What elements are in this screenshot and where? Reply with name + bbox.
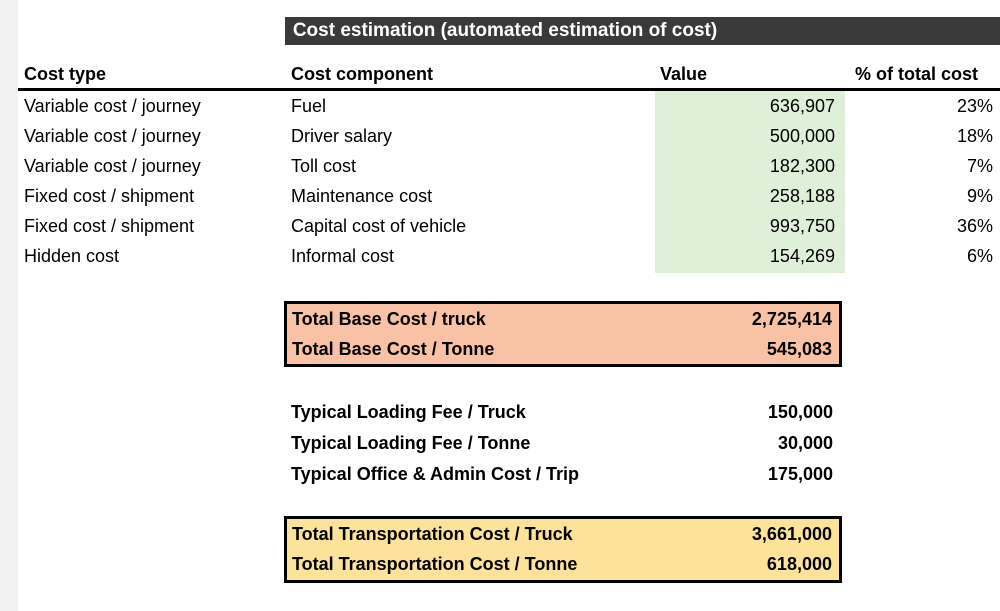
fee-row: Typical Office & Admin Cost / Trip 175,0… [0, 459, 1000, 490]
cost-component-cell[interactable]: Maintenance cost [291, 186, 433, 206]
value-cell[interactable]: 258,188 [769, 186, 835, 206]
value-cell[interactable]: 182,300 [769, 156, 835, 176]
fee-value[interactable]: 30,000 [777, 433, 833, 453]
cost-type-cell[interactable]: Variable cost / journey [24, 126, 201, 146]
cost-component-cell[interactable]: Driver salary [291, 126, 393, 146]
base-cost-row: Total Base Cost / truck 2,725,414 [287, 304, 839, 334]
header-cost-type: Cost type [24, 64, 107, 84]
value-cell[interactable]: 154,269 [769, 246, 835, 266]
cost-type-cell[interactable]: Hidden cost [24, 246, 120, 266]
value-cell[interactable]: 993,750 [769, 216, 835, 236]
transport-cost-value[interactable]: 3,661,000 [751, 524, 832, 544]
table-row: Fixed cost / shipment Maintenance cost 2… [0, 181, 1000, 211]
pct-cell[interactable]: 7% [966, 156, 993, 176]
header-cost-component: Cost component [291, 64, 433, 84]
title-bar: Cost estimation (automated estimation of… [285, 17, 1000, 45]
fee-label[interactable]: Typical Loading Fee / Tonne [291, 433, 531, 453]
header-pct: % of total cost [854, 64, 978, 84]
transport-cost-row: Total Transportation Cost / Truck 3,661,… [287, 519, 839, 549]
pct-cell[interactable]: 9% [966, 186, 993, 206]
cost-type-cell[interactable]: Variable cost / journey [24, 156, 201, 176]
cost-component-cell[interactable]: Informal cost [291, 246, 395, 266]
table-row: Fixed cost / shipment Capital cost of ve… [0, 211, 1000, 241]
fee-label[interactable]: Typical Office & Admin Cost / Trip [291, 464, 580, 484]
cost-type-cell[interactable]: Variable cost / journey [24, 96, 201, 116]
header-rule [18, 88, 1000, 91]
table-row: Variable cost / journey Toll cost 182,30… [0, 151, 1000, 181]
pct-cell[interactable]: 6% [966, 246, 993, 266]
cost-table: Variable cost / journey Fuel 636,907 23%… [0, 91, 1000, 271]
value-cell[interactable]: 500,000 [769, 126, 835, 146]
transport-cost-value[interactable]: 618,000 [766, 554, 832, 574]
fee-label[interactable]: Typical Loading Fee / Truck [291, 402, 526, 422]
total-transport-cost-box: Total Transportation Cost / Truck 3,661,… [284, 516, 842, 583]
transport-cost-row: Total Transportation Cost / Tonne 618,00… [287, 549, 839, 579]
sheet-gutter [0, 0, 18, 611]
cost-type-cell[interactable]: Fixed cost / shipment [24, 186, 195, 206]
base-cost-row: Total Base Cost / Tonne 545,083 [287, 334, 839, 364]
base-cost-label[interactable]: Total Base Cost / Tonne [292, 339, 495, 359]
fee-value[interactable]: 175,000 [767, 464, 833, 484]
table-row: Variable cost / journey Fuel 636,907 23% [0, 91, 1000, 121]
cost-component-cell[interactable]: Toll cost [291, 156, 357, 176]
table-row: Variable cost / journey Driver salary 50… [0, 121, 1000, 151]
value-cell[interactable]: 636,907 [769, 96, 835, 116]
fees-section: Typical Loading Fee / Truck 150,000 Typi… [0, 397, 1000, 490]
transport-cost-label[interactable]: Total Transportation Cost / Truck [292, 524, 573, 544]
cost-type-cell[interactable]: Fixed cost / shipment [24, 216, 195, 236]
pct-cell[interactable]: 23% [956, 96, 993, 116]
transport-cost-label[interactable]: Total Transportation Cost / Tonne [292, 554, 578, 574]
base-cost-value[interactable]: 2,725,414 [751, 309, 832, 329]
fee-value[interactable]: 150,000 [767, 402, 833, 422]
cost-component-cell[interactable]: Fuel [291, 96, 327, 116]
pct-cell[interactable]: 36% [956, 216, 993, 236]
header-value: Value [660, 64, 708, 84]
pct-cell[interactable]: 18% [956, 126, 993, 146]
cost-component-cell[interactable]: Capital cost of vehicle [291, 216, 467, 236]
value-column-highlight [655, 91, 845, 273]
sheet-title: Cost estimation (automated estimation of… [292, 20, 718, 41]
fee-row: Typical Loading Fee / Tonne 30,000 [0, 428, 1000, 459]
table-row: Hidden cost Informal cost 154,269 6% [0, 241, 1000, 271]
base-cost-value[interactable]: 545,083 [766, 339, 832, 359]
base-cost-label[interactable]: Total Base Cost / truck [292, 309, 486, 329]
fee-row: Typical Loading Fee / Truck 150,000 [0, 397, 1000, 428]
total-base-cost-box: Total Base Cost / truck 2,725,414 Total … [284, 301, 842, 367]
